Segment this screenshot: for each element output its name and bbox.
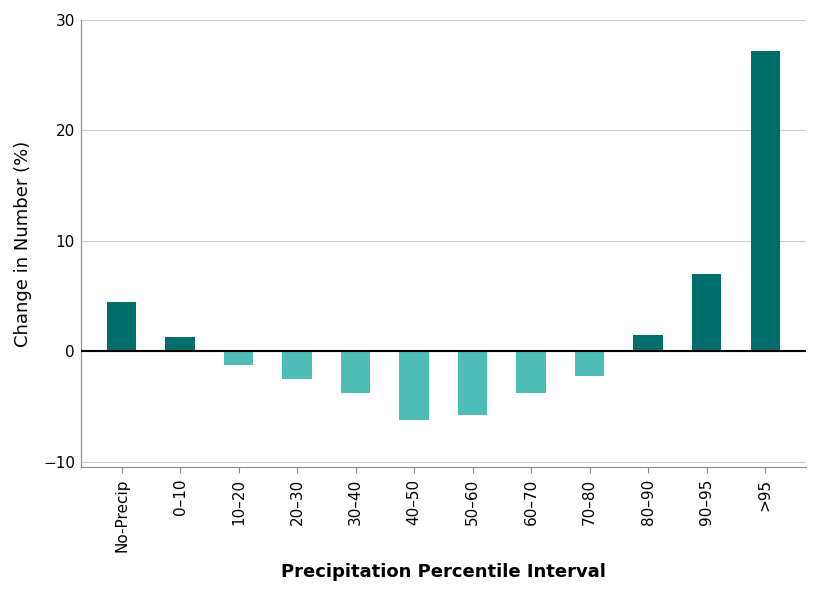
Bar [516,352,545,393]
Y-axis label: Change in Number (%): Change in Number (%) [14,140,32,347]
Bar [106,302,136,352]
Bar [574,352,604,375]
Bar [224,352,253,365]
Bar [749,51,779,352]
Bar [165,337,194,352]
Bar [399,352,428,420]
Bar [691,274,721,352]
Bar [341,352,369,393]
Bar [633,335,662,352]
Bar [457,352,486,415]
X-axis label: Precipitation Percentile Interval: Precipitation Percentile Interval [281,563,605,581]
Bar [282,352,311,379]
